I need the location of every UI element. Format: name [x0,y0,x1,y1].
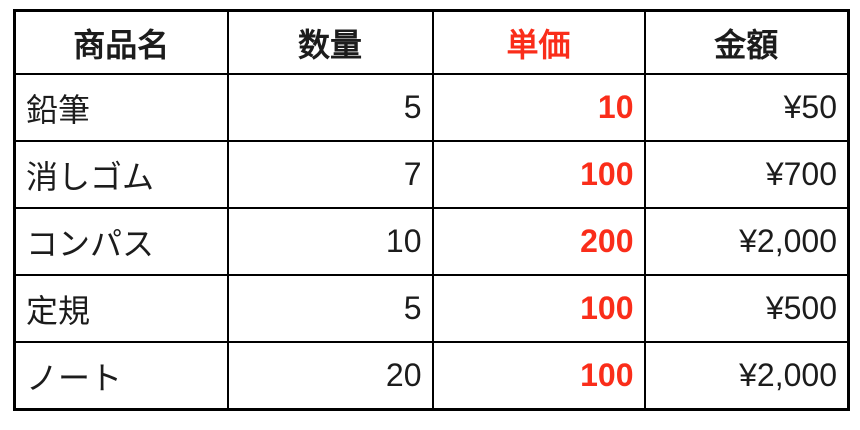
header-row: 商品名 数量 単価 金額 [13,9,850,75]
header-quantity: 数量 [226,9,434,75]
price-table: 商品名 数量 単価 金額 鉛筆 5 10 ¥50 消しゴム 7 100 ¥700… [13,9,850,411]
table-row: コンパス 10 200 ¥2,000 [13,207,850,276]
cell-product-name: 鉛筆 [13,73,229,142]
cell-amount: ¥700 [643,140,850,209]
cell-unit-price: 100 [431,274,646,343]
cell-amount: ¥500 [643,274,850,343]
cell-product-name: 消しゴム [13,140,229,209]
cell-quantity: 5 [226,274,434,343]
cell-amount: ¥50 [643,73,850,142]
cell-quantity: 5 [226,73,434,142]
table-row: ノート 20 100 ¥2,000 [13,341,850,411]
cell-product-name: コンパス [13,207,229,276]
cell-amount: ¥2,000 [643,207,850,276]
cell-unit-price: 10 [431,73,646,142]
cell-unit-price: 200 [431,207,646,276]
header-amount: 金額 [643,9,850,75]
cell-quantity: 10 [226,207,434,276]
cell-product-name: ノート [13,341,229,411]
cell-quantity: 20 [226,341,434,411]
table-row: 鉛筆 5 10 ¥50 [13,73,850,142]
cell-amount: ¥2,000 [643,341,850,411]
table-row: 消しゴム 7 100 ¥700 [13,140,850,209]
price-table-container: 商品名 数量 単価 金額 鉛筆 5 10 ¥50 消しゴム 7 100 ¥700… [13,9,850,411]
header-unit-price: 単価 [431,9,646,75]
cell-product-name: 定規 [13,274,229,343]
cell-unit-price: 100 [431,140,646,209]
cell-unit-price: 100 [431,341,646,411]
header-product-name: 商品名 [13,9,229,75]
cell-quantity: 7 [226,140,434,209]
table-row: 定規 5 100 ¥500 [13,274,850,343]
